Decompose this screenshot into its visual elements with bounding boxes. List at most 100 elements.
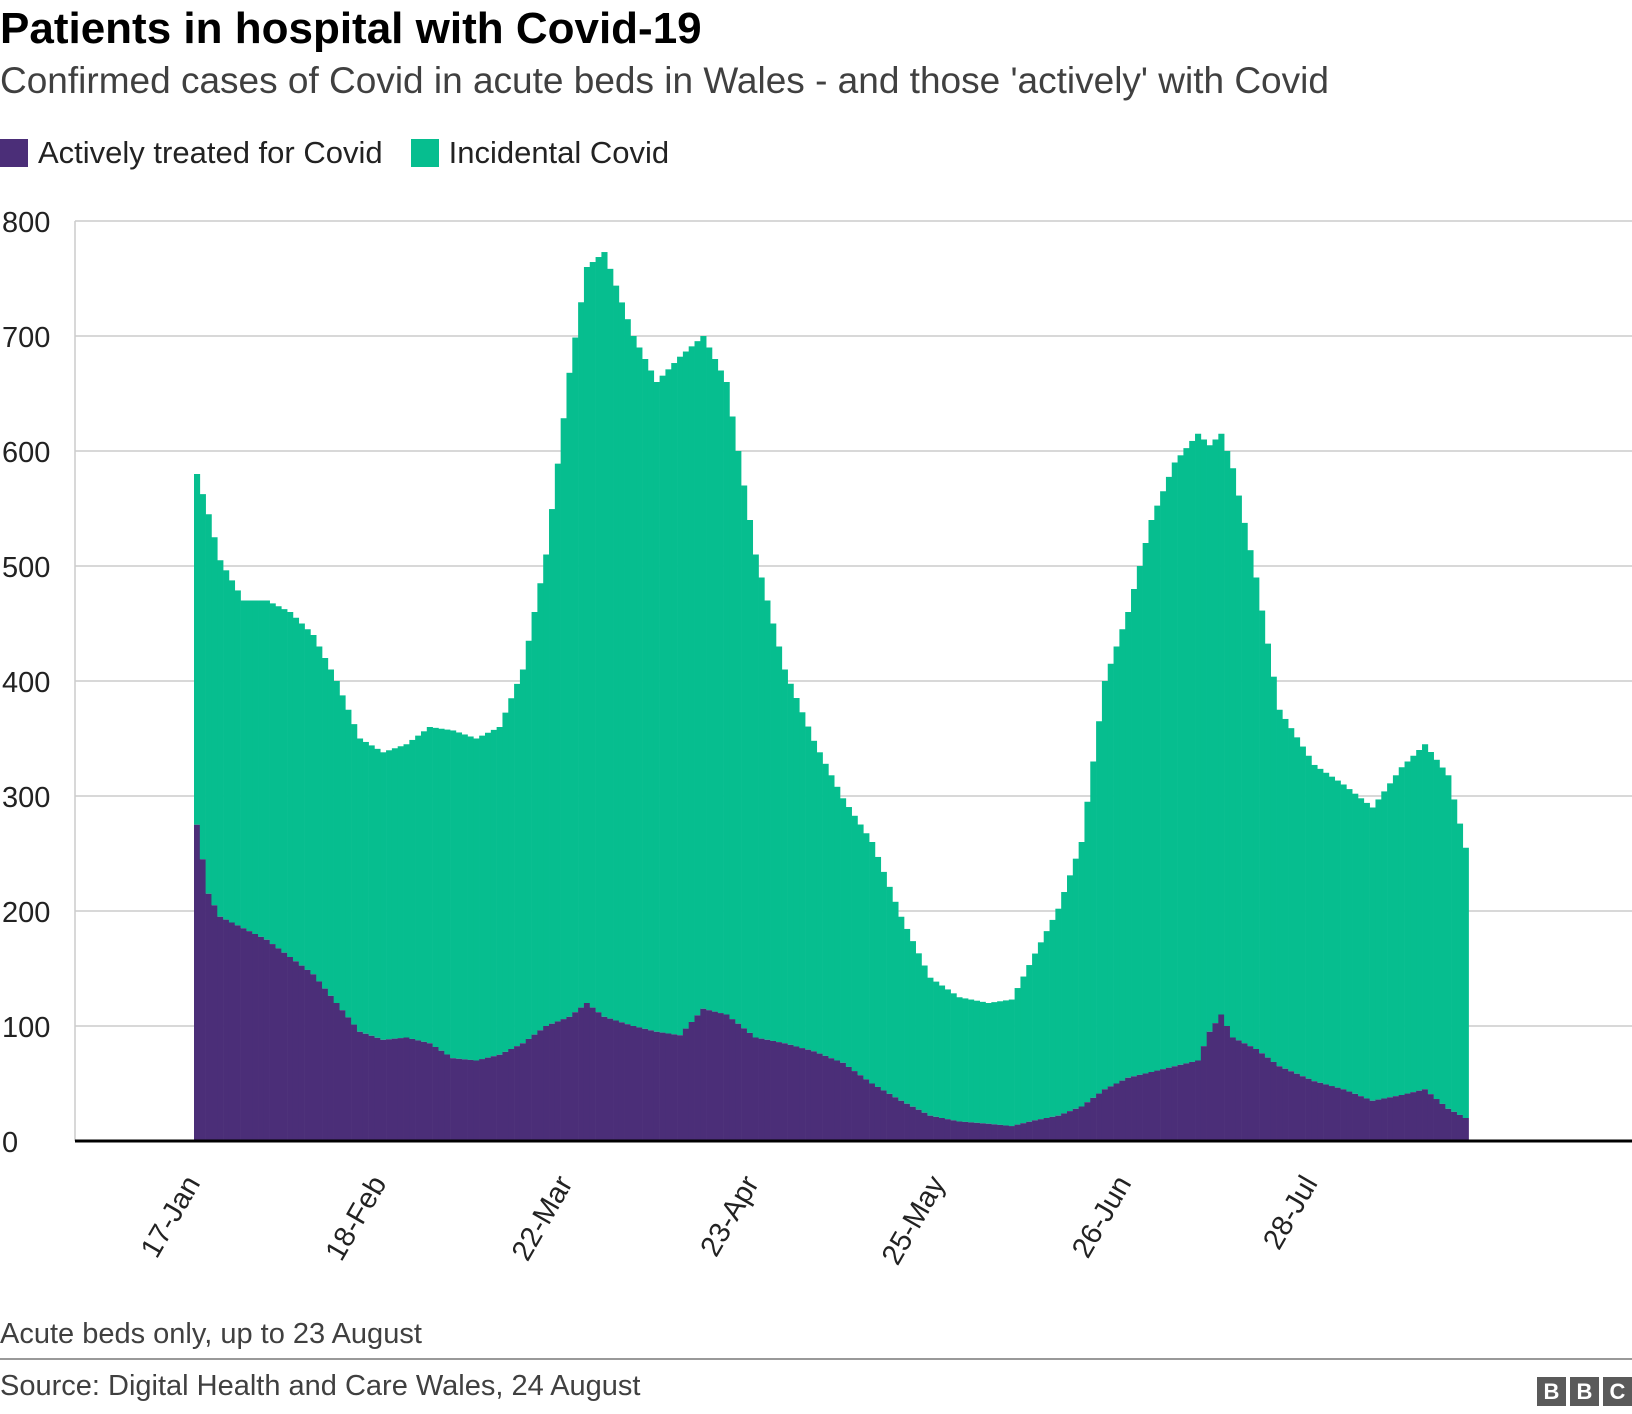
- bar-actively: [292, 961, 300, 1141]
- bar-actively: [729, 1019, 736, 1141]
- bar-incidental: [921, 965, 928, 1113]
- bar-incidental: [450, 730, 457, 1059]
- bar-actively: [1171, 1066, 1178, 1141]
- bar-incidental: [1131, 589, 1138, 1077]
- bar-actively: [252, 934, 259, 1141]
- bar-incidental: [729, 416, 736, 1020]
- bar-incidental: [356, 738, 364, 1032]
- bar-actively: [1253, 1049, 1260, 1141]
- bar-incidental: [1451, 799, 1458, 1112]
- bar-incidental: [1212, 439, 1219, 1024]
- bar-incidental: [1200, 439, 1207, 1047]
- bar-actively: [1264, 1057, 1271, 1142]
- bar-actively: [1293, 1073, 1301, 1141]
- bar-actively: [1125, 1077, 1132, 1141]
- bar-actively: [432, 1046, 439, 1141]
- bar-actively: [467, 1059, 474, 1141]
- bar-incidental: [1119, 629, 1126, 1081]
- bar-actively: [793, 1046, 800, 1141]
- bar-actively: [1247, 1046, 1254, 1142]
- bar-incidental: [770, 623, 777, 1041]
- bar-incidental: [805, 726, 812, 1050]
- legend-label-actively: Actively treated for Covid: [38, 135, 383, 170]
- bar-actively: [554, 1021, 561, 1141]
- bar-actively: [869, 1083, 876, 1141]
- bar-actively: [1439, 1103, 1446, 1141]
- bar-actively: [589, 1007, 596, 1141]
- bar-actively: [770, 1040, 777, 1141]
- bar-actively: [304, 969, 311, 1141]
- bar-incidental: [1253, 577, 1260, 1049]
- bar-incidental: [362, 741, 369, 1034]
- bar-incidental: [391, 748, 398, 1039]
- bar-incidental: [618, 302, 625, 1023]
- bar-actively: [1008, 1126, 1015, 1141]
- bar-actively: [968, 1122, 975, 1141]
- bar-actively: [1276, 1066, 1283, 1141]
- bar-incidental: [630, 336, 637, 1026]
- bar-incidental: [298, 623, 305, 966]
- bar-incidental: [1270, 676, 1277, 1062]
- bar-actively: [840, 1062, 847, 1141]
- bar-incidental: [1247, 550, 1254, 1047]
- bar-incidental: [1259, 610, 1266, 1054]
- bar-actively: [956, 1121, 963, 1141]
- bar-actively: [1346, 1091, 1353, 1141]
- bar-incidental: [869, 842, 876, 1084]
- bar-incidental: [601, 252, 608, 1017]
- bar-incidental: [467, 736, 474, 1060]
- bar-incidental: [252, 600, 259, 934]
- bar-incidental: [1323, 772, 1330, 1085]
- bar-actively: [298, 965, 305, 1142]
- legend-swatch-incidental: [410, 139, 439, 167]
- bar-actively: [997, 1124, 1004, 1141]
- bar-actively: [508, 1049, 515, 1141]
- bar-actively: [630, 1026, 637, 1141]
- legend-item-incidental: Incidental Covid: [410, 135, 669, 171]
- bar-incidental: [316, 646, 323, 982]
- bar-incidental: [339, 695, 346, 1011]
- bar-actively: [450, 1058, 457, 1141]
- bar-incidental: [956, 997, 963, 1122]
- bar-incidental: [211, 537, 218, 906]
- bar-incidental: [1340, 784, 1347, 1090]
- bar-actively: [647, 1030, 655, 1141]
- bar-actively: [1206, 1031, 1213, 1141]
- bar-incidental: [735, 451, 742, 1024]
- bar-incidental: [228, 580, 236, 923]
- source-text: Source: Digital Health and Care Wales, 2…: [0, 1370, 641, 1402]
- bar-actively: [1072, 1108, 1079, 1141]
- bar-incidental: [822, 763, 829, 1056]
- bar-incidental: [799, 712, 806, 1049]
- bar-actively: [1451, 1111, 1458, 1141]
- bar-incidental: [659, 375, 666, 1033]
- bar-actively: [665, 1033, 672, 1141]
- bar-actively: [898, 1100, 905, 1141]
- bar-incidental: [1387, 783, 1394, 1098]
- bar-incidental: [485, 732, 492, 1058]
- bar-actively: [345, 1017, 352, 1142]
- bar-incidental: [1410, 755, 1417, 1093]
- bar-actively: [822, 1055, 829, 1141]
- bar-incidental: [549, 509, 556, 1024]
- bar-actively: [514, 1046, 521, 1142]
- bar-incidental: [962, 998, 969, 1122]
- bar-incidental: [711, 359, 719, 1012]
- bar-incidental: [1299, 746, 1306, 1077]
- bar-incidental: [322, 658, 329, 989]
- bar-incidental: [368, 745, 375, 1036]
- bar-incidental: [973, 1000, 980, 1123]
- bar-actively: [1288, 1071, 1295, 1141]
- bar-incidental: [496, 727, 503, 1055]
- bar-actively: [1456, 1114, 1464, 1141]
- bar-incidental: [706, 347, 713, 1011]
- bar-incidental: [263, 600, 270, 940]
- bar-actively: [1049, 1116, 1056, 1141]
- bar-incidental: [409, 739, 416, 1039]
- bar-actively: [479, 1059, 486, 1141]
- bar-actively: [1398, 1095, 1405, 1141]
- bar-incidental: [991, 1002, 998, 1125]
- bar-incidental: [851, 815, 858, 1072]
- bar-actively: [950, 1120, 957, 1141]
- bar-actively: [1282, 1068, 1289, 1141]
